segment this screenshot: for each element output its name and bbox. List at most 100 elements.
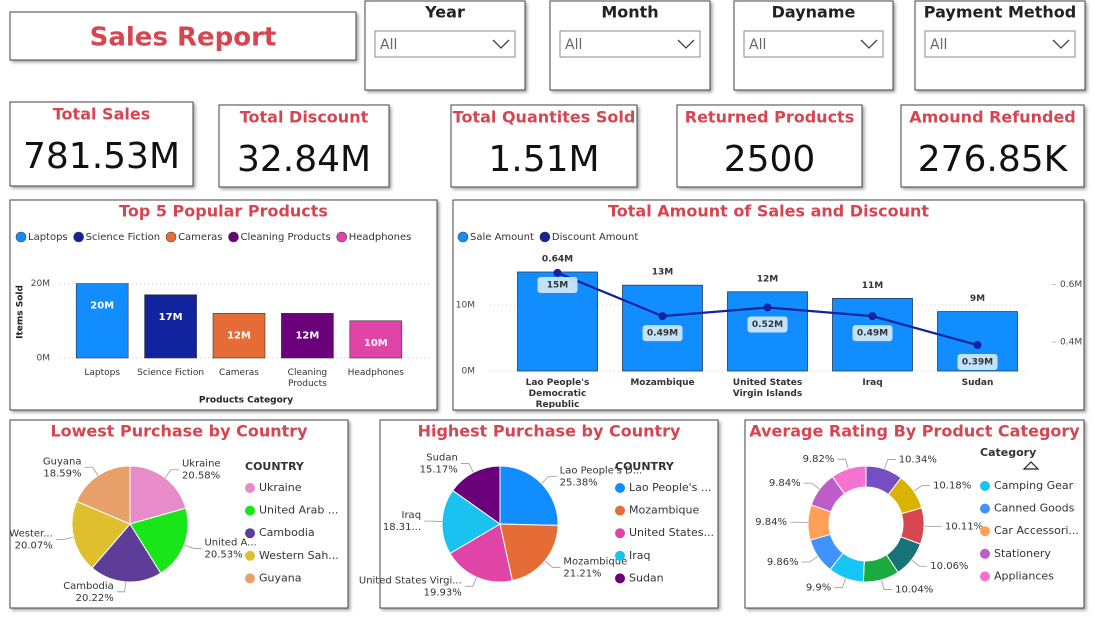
card-label: Total Sales [53,105,150,124]
slicer-dropdown[interactable] [924,30,1076,58]
x-tick-label: Sudan [961,378,994,388]
bar [144,294,197,359]
sort-arrow [1022,461,1040,470]
slice-value-label: 9.9% [806,583,831,594]
bar [212,313,266,359]
bar-value-label: 20M [90,301,114,312]
legend-label: Cameras [178,232,222,243]
legend-marker [336,231,348,243]
label-box [957,354,998,371]
label-box [747,316,788,333]
legend-marker [615,505,625,516]
chart-title: Total Amount of Sales and Discount [608,202,929,221]
leader-line [541,476,557,484]
slice-name: Cambodia [63,581,114,592]
legend-label: Science Fiction [86,232,160,243]
x-tick-label: Mozambique [630,378,695,388]
leader-line [464,576,478,587]
card-label: Returned Products [685,108,854,127]
y-tick-label: 10M [456,301,475,311]
panel [9,419,349,609]
label-box [642,325,683,342]
x-tick-label: Cleaning Products [287,368,328,389]
legend-marker [73,231,84,243]
slicer-dropdown[interactable] [374,30,516,58]
bar-value-label: 12M [757,274,779,284]
slicer-label: Month [601,3,658,22]
slice-value-label: 19.93% [424,587,462,598]
bar-value-label: 10M [364,338,388,349]
slice-name: United A... [204,537,256,548]
x-tick-label-box: Headphones [347,368,404,378]
slicer-dropdown[interactable] [743,30,884,58]
legend-marker [980,503,990,514]
panel [450,104,638,188]
panel [9,11,357,61]
x-tick-label-box: Laptops [84,368,121,378]
panel [900,104,1085,188]
slicer-value: All [565,37,582,53]
bar-value-label: 13M [652,268,674,278]
line-point [553,268,562,277]
legend-label: Headphones [349,232,412,243]
legend-marker [539,231,551,243]
legend-label: Ukraine [259,481,302,494]
leader-line [801,556,819,563]
leader-line [911,559,928,567]
leader-line [544,560,561,568]
y-tick-label: 20M [31,279,50,289]
legend-marker [165,231,177,243]
legend-label: Mozambique [629,504,699,517]
data-label: 0.52M [752,320,783,330]
legend-label: United States... [629,526,714,539]
leader-line [913,485,931,492]
dropdown-chevron [492,39,510,49]
slice-name: Ukraine [182,459,221,470]
slice-name: Wester... [9,528,52,539]
legend-marker [245,483,255,493]
legend-label: Iraq [629,549,651,562]
x-tick-label: Laptops [84,368,121,378]
slice-value-label: 9.82% [803,454,835,465]
x-tick-label: Headphones [347,368,404,378]
legend-label: United Arab ... [259,504,338,517]
legend-marker [980,548,990,559]
report-title: Sales Report [90,23,277,53]
panel [676,104,863,188]
leader-line [834,578,847,589]
bar [75,283,129,359]
data-label: 0.49M [647,329,678,339]
x-tick-label-box: Sudan [961,378,994,388]
chart-title: Top 5 Popular Products [119,202,328,221]
slice [452,465,501,525]
legend-label: Lao People's ... [629,481,711,494]
leader-line [84,466,99,476]
slice-name: Lao People's D... [560,465,643,476]
slice-value-label: 10.34% [899,455,937,466]
legend-label: Cleaning Products [241,232,331,243]
legend-marker [245,528,255,539]
legend-title: COUNTRY [245,460,305,473]
slice-value-label: 20.58% [182,471,220,482]
legend-label: Camping Gear [994,479,1074,492]
x-tick-label: Science Fiction [137,368,205,378]
slice-value-label: 20.53% [204,549,242,560]
line-point [658,312,667,321]
slice-value-label: 10.04% [895,585,933,596]
label-box [537,277,578,293]
chart-title: Average Rating By Product Category [749,422,1080,441]
slice-value-label: 18.59% [43,468,81,479]
legend-label: Sudan [629,571,664,584]
line-point [763,303,772,312]
line-value-label: 0.64M [542,255,573,265]
y-tick-label: 0M [37,354,51,364]
legend-marker [457,231,469,243]
y-axis-label: Items Sold [16,285,26,339]
slicer-dropdown[interactable] [559,30,701,58]
legend-marker [615,550,625,561]
legend-marker [615,573,625,584]
slice-value-label: 9.86% [767,557,799,568]
card-value: 2500 [724,139,816,180]
slice-value-label: 9.84% [769,478,801,489]
legend-title: COUNTRY [615,460,675,473]
